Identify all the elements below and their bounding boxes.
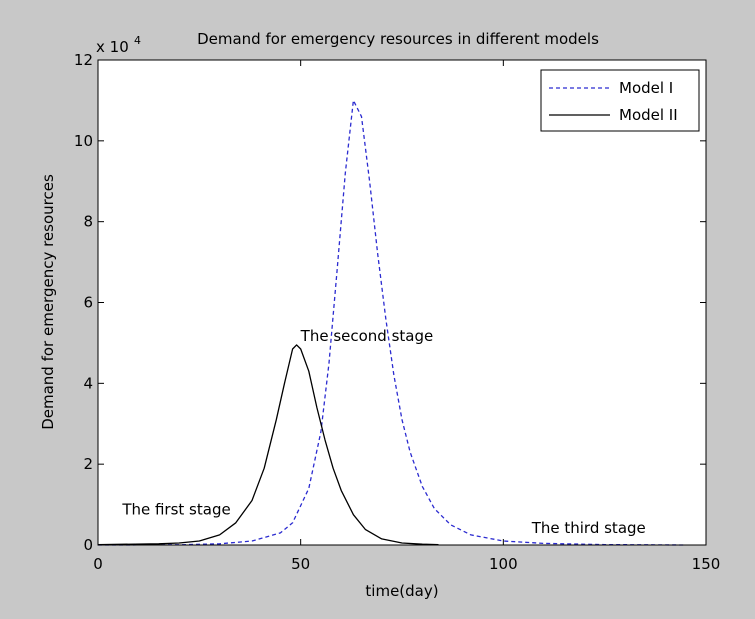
x-tick-label: 150 [692,555,721,573]
series-line-model-i [97,99,686,546]
y-multiplier-label: x 10 [96,38,129,56]
y-tick-label: 8 [83,213,93,231]
legend: Model I Model II [540,69,700,132]
y-tick-label: 2 [83,455,93,473]
plot-frame [97,59,707,546]
y-tick-label: 6 [83,294,93,312]
chart-title: Demand for emergency resources in differ… [197,30,599,48]
y-tick-label: 4 [83,374,93,392]
x-axis-label: time(day) [365,582,438,600]
legend-box [540,69,700,132]
y-multiplier-exponent: 4 [134,34,141,47]
y-tick-label: 10 [74,132,93,150]
annotation-layer: The first stage The second stage The third… [121,327,645,537]
series-line-model-ii [97,344,439,546]
annotation-label: The second stage [300,327,434,345]
y-tick-label: 0 [83,536,93,554]
annotation-label: The third stage [531,519,646,537]
legend-label-model-ii: Model II [619,106,678,124]
x-tick-label: 0 [93,555,103,573]
plot-area [98,60,706,545]
y-axis-label: Demand for emergency resources [39,174,57,430]
x-tick-label: 50 [291,555,310,573]
x-tick-label: 100 [489,555,518,573]
legend-label-model-i: Model I [619,79,673,97]
ticks-layer: 0 50 100 150 0 2 4 6 8 10 12 [74,51,720,573]
y-tick-label: 12 [74,51,93,69]
series-layer [97,99,686,546]
annotation-label: The first stage [121,501,230,519]
